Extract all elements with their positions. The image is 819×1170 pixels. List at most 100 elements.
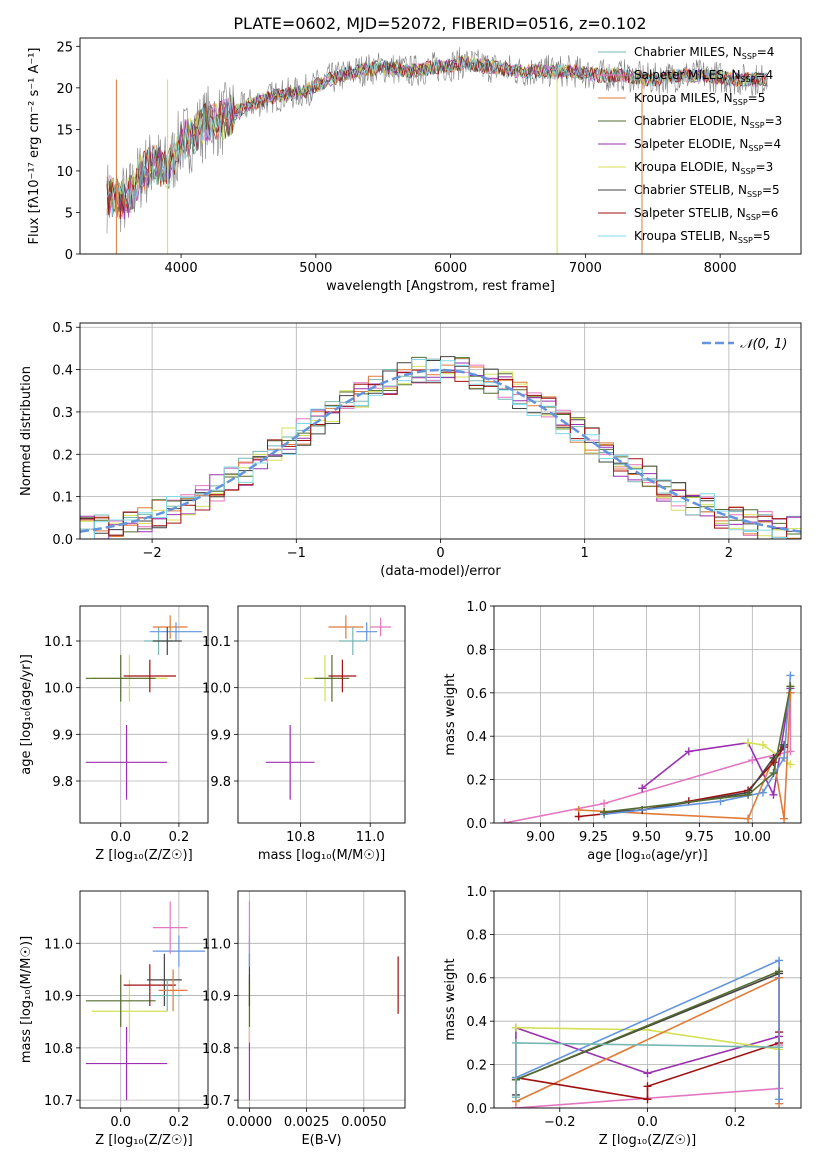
weight-marker (744, 738, 753, 747)
legend-label: Kroupa ELODIE, NSSP=3 (634, 160, 773, 176)
axes-frame (237, 890, 406, 1109)
axes-spectrum: 4000 5000 6000 7000 8000 0 5 10 15 20 25 wavelength… (27, 37, 802, 294)
plot-area (500, 671, 795, 823)
y-axis-label: age [log₁₀(age/yr)] (19, 654, 34, 775)
axes-frame (79, 37, 802, 255)
y-tick-label: 20 (56, 82, 73, 97)
x-axis-label: wavelength [Angstrom, rest frame] (326, 279, 555, 294)
axes-frame (237, 605, 406, 824)
y-axis-label: Flux [fλ10⁻¹⁷ erg cm⁻² s⁻¹ A⁻¹] (27, 48, 42, 245)
plot-area (85, 901, 206, 1101)
x-tick-label: 0.0050 (341, 1115, 387, 1130)
weight-marker (511, 1093, 520, 1102)
y-axis-label: mass weight (443, 958, 458, 1040)
plot-area (80, 356, 801, 539)
y-tick-label: 25 (56, 40, 73, 55)
weight-marker (775, 956, 784, 965)
weight-marker (500, 819, 509, 823)
y-tick-label: 0.0 (466, 1102, 487, 1117)
y-tick-label: 0.0 (52, 533, 73, 548)
x-tick-label: 2 (725, 546, 733, 561)
legend-label: 𝒩(0, 1) (740, 337, 787, 352)
x-tick-label: 0.0 (110, 1115, 131, 1130)
y-tick-label: 9.9 (52, 728, 73, 743)
plot-area (265, 615, 392, 800)
weight-marker (600, 799, 609, 808)
x-tick-label: 0.0 (110, 830, 131, 845)
plot-area (106, 47, 768, 254)
x-tick-label: 5000 (299, 261, 332, 276)
axes-frame (493, 605, 802, 824)
weight-marker (786, 682, 795, 691)
plot-area (85, 615, 203, 800)
weight-marker (786, 760, 795, 769)
model-spectrum-line (106, 55, 768, 215)
weight-marker (775, 1043, 784, 1052)
y-tick-label: 0.8 (466, 643, 487, 658)
axes-mass-age: 10.8 11.0 9.8 9.9 10.0 10.1 mass [log₁₀(M/M☉)] (202, 605, 406, 863)
weight-marker (780, 814, 789, 823)
x-tick-label: 7000 (569, 261, 602, 276)
x-axis-label: mass [log₁₀(M/M☉)] (258, 848, 385, 863)
weight-marker (600, 808, 609, 817)
x-tick-label: 0.0000 (227, 1115, 273, 1130)
figure-title: PLATE=0602, MJD=52072, FIBERID=0516, z=0… (233, 14, 646, 33)
weight-marker (769, 790, 778, 799)
weight-marker (511, 1023, 520, 1032)
axes-residuals: −2 −1 0 1 2 0.0 0.1 0.2 0.3 0.4 0.5 (data-model)/er… (19, 321, 802, 579)
axes-frame (79, 322, 802, 540)
y-tick-label: 10.7 (202, 1094, 231, 1109)
x-tick-label: 6000 (434, 261, 467, 276)
x-tick-label: 8000 (704, 261, 737, 276)
y-tick-label: 0.4 (466, 1015, 487, 1030)
weight-marker (758, 788, 767, 797)
x-axis-label: Z [log₁₀(Z/Z☉)] (95, 848, 192, 863)
y-tick-label: 10.0 (44, 682, 73, 697)
y-tick-label: 0.3 (52, 406, 73, 421)
y-tick-label: 0.6 (466, 687, 487, 702)
model-spectrum-line (106, 56, 768, 220)
x-tick-label: 0.0 (637, 1115, 658, 1130)
y-tick-label: 0.4 (52, 364, 73, 379)
x-axis-label: E(B-V) (301, 1133, 341, 1148)
weight-marker (744, 814, 753, 823)
weight-line (515, 970, 780, 1081)
y-axis-label: mass [log₁₀(M/M☉)] (19, 936, 34, 1063)
legend-label: Kroupa MILES, NSSP=5 (634, 91, 765, 107)
y-tick-label: 0.2 (466, 774, 487, 789)
y-tick-label: 9.8 (210, 775, 231, 790)
y-tick-label: 5 (65, 206, 73, 221)
y-axis-label: Normed distribution (19, 366, 34, 496)
y-tick-label: 1.0 (466, 885, 487, 900)
axes-z-age: 0.0 0.2 9.8 9.9 10.0 10.1 Z [log₁₀(Z/Z☉)] age [… (19, 605, 209, 863)
x-tick-label: 0.2 (169, 830, 190, 845)
legend-label: Chabrier MILES, NSSP=4 (634, 45, 774, 61)
x-tick-label: 0.2 (725, 1115, 746, 1130)
x-tick-label: 0 (436, 546, 444, 561)
axes-frame (493, 890, 802, 1109)
y-tick-label: 10.8 (44, 1042, 73, 1057)
model-spectrum-line (106, 56, 768, 218)
x-tick-label: 9.75 (685, 830, 714, 845)
y-tick-label: 10.7 (44, 1094, 73, 1109)
weight-line (504, 692, 792, 823)
weight-marker (780, 740, 789, 749)
y-tick-label: 11.0 (44, 937, 73, 952)
axes-age-weight: 9.00 9.25 9.50 9.75 10.00 0.0 0.2 0.4 0.6 0.8 1.0 a… (443, 600, 802, 863)
axes-ebv-mass: 0.0000 0.0025 0.0050 10.7 10.8 10.9 11.0 E(B-V) (202, 890, 406, 1148)
residual-histogram (80, 356, 801, 539)
weight-marker (574, 812, 583, 821)
x-tick-label: 0.0025 (284, 1115, 330, 1130)
x-tick-label: −1 (287, 546, 306, 561)
y-tick-label: 0.0 (466, 817, 487, 832)
y-tick-label: 11.0 (202, 937, 231, 952)
x-tick-label: 9.50 (632, 830, 661, 845)
y-axis-label: mass weight (443, 673, 458, 755)
weight-marker (643, 1082, 652, 1091)
y-tick-label: 1.0 (466, 600, 487, 615)
y-tick-label: 0.4 (466, 730, 487, 745)
x-axis-label: Z [log₁₀(Z/Z☉)] (599, 1133, 696, 1148)
y-tick-label: 10.9 (44, 990, 73, 1005)
weight-marker (775, 967, 784, 976)
